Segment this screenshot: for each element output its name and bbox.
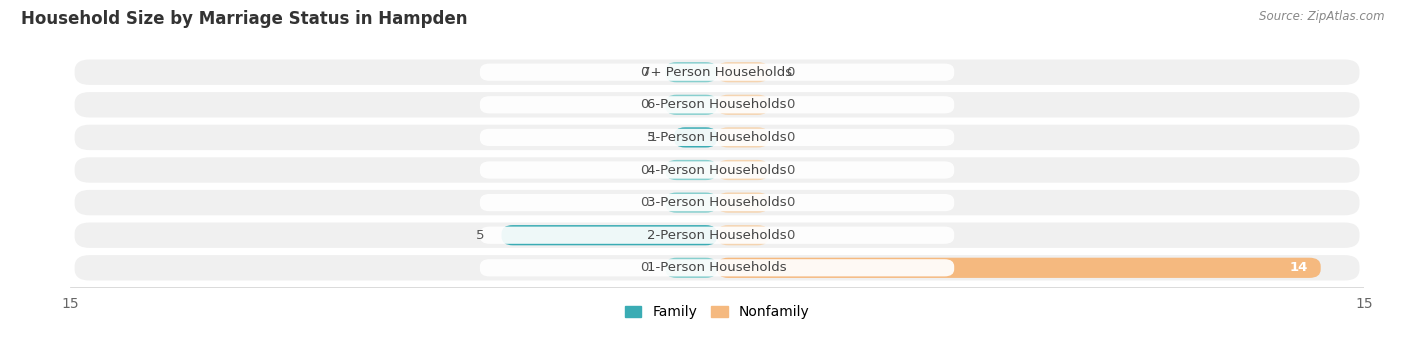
Text: 0: 0 bbox=[786, 66, 794, 79]
FancyBboxPatch shape bbox=[665, 62, 717, 82]
FancyBboxPatch shape bbox=[479, 259, 955, 276]
FancyBboxPatch shape bbox=[479, 194, 955, 211]
FancyBboxPatch shape bbox=[479, 227, 955, 244]
FancyBboxPatch shape bbox=[479, 64, 955, 81]
Text: Source: ZipAtlas.com: Source: ZipAtlas.com bbox=[1260, 10, 1385, 23]
Text: 0: 0 bbox=[640, 66, 648, 79]
FancyBboxPatch shape bbox=[479, 129, 955, 146]
Text: 0: 0 bbox=[786, 131, 794, 144]
Text: 0: 0 bbox=[786, 196, 794, 209]
Text: 2-Person Households: 2-Person Households bbox=[647, 229, 787, 242]
FancyBboxPatch shape bbox=[75, 125, 1360, 150]
Text: 14: 14 bbox=[1289, 261, 1308, 274]
FancyBboxPatch shape bbox=[665, 160, 717, 180]
Text: 5: 5 bbox=[475, 229, 484, 242]
FancyBboxPatch shape bbox=[75, 190, 1360, 215]
FancyBboxPatch shape bbox=[717, 62, 769, 82]
Legend: Family, Nonfamily: Family, Nonfamily bbox=[619, 300, 815, 325]
Text: 0: 0 bbox=[640, 164, 648, 176]
Text: 0: 0 bbox=[786, 98, 794, 111]
Text: 1-Person Households: 1-Person Households bbox=[647, 261, 787, 274]
FancyBboxPatch shape bbox=[75, 92, 1360, 118]
FancyBboxPatch shape bbox=[673, 127, 717, 148]
FancyBboxPatch shape bbox=[717, 192, 769, 213]
Text: 6-Person Households: 6-Person Households bbox=[647, 98, 787, 111]
Text: 7+ Person Households: 7+ Person Households bbox=[643, 66, 792, 79]
FancyBboxPatch shape bbox=[479, 162, 955, 178]
FancyBboxPatch shape bbox=[75, 222, 1360, 248]
FancyBboxPatch shape bbox=[75, 157, 1360, 183]
Text: 4-Person Households: 4-Person Households bbox=[647, 164, 787, 176]
FancyBboxPatch shape bbox=[479, 96, 955, 113]
Text: 0: 0 bbox=[786, 164, 794, 176]
FancyBboxPatch shape bbox=[75, 255, 1360, 280]
FancyBboxPatch shape bbox=[665, 95, 717, 115]
Text: 3-Person Households: 3-Person Households bbox=[647, 196, 787, 209]
FancyBboxPatch shape bbox=[717, 225, 769, 245]
Text: 5-Person Households: 5-Person Households bbox=[647, 131, 787, 144]
FancyBboxPatch shape bbox=[717, 127, 769, 148]
FancyBboxPatch shape bbox=[502, 225, 717, 245]
FancyBboxPatch shape bbox=[717, 95, 769, 115]
FancyBboxPatch shape bbox=[665, 192, 717, 213]
Text: 0: 0 bbox=[640, 196, 648, 209]
Text: 0: 0 bbox=[786, 229, 794, 242]
Text: 0: 0 bbox=[640, 261, 648, 274]
Text: Household Size by Marriage Status in Hampden: Household Size by Marriage Status in Ham… bbox=[21, 10, 468, 28]
Text: 1: 1 bbox=[648, 131, 657, 144]
Text: 0: 0 bbox=[640, 98, 648, 111]
FancyBboxPatch shape bbox=[75, 59, 1360, 85]
FancyBboxPatch shape bbox=[717, 258, 1320, 278]
FancyBboxPatch shape bbox=[665, 258, 717, 278]
FancyBboxPatch shape bbox=[717, 160, 769, 180]
